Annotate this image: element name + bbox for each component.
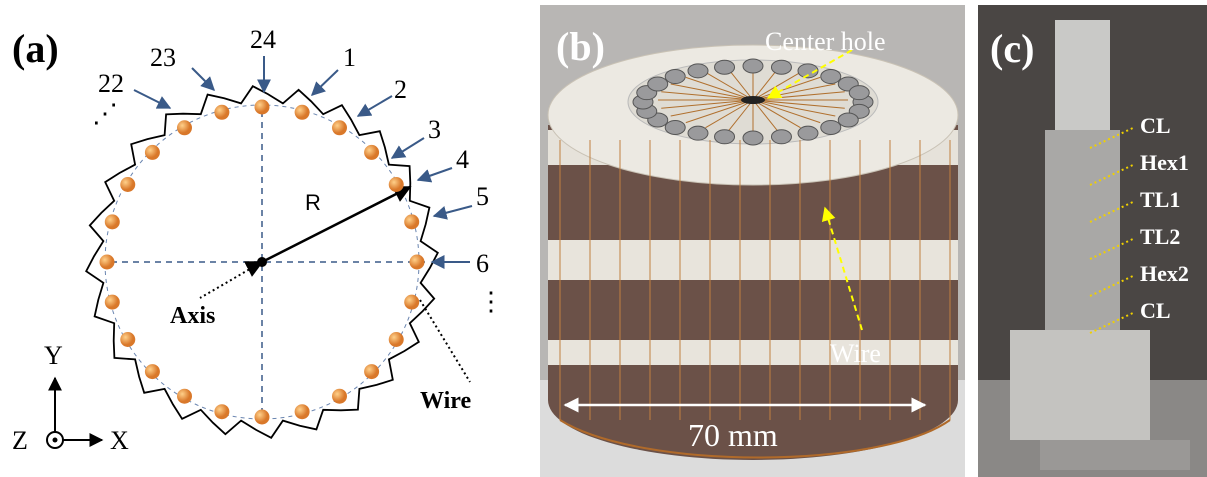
screw: [838, 113, 858, 127]
axis-name: Y: [44, 341, 63, 370]
wire-dot: [177, 389, 192, 404]
panel-c: (c) CL Hex1 TL1 TL2 Hex2 CL: [978, 5, 1207, 477]
screw: [665, 70, 685, 84]
axis-pointer: [200, 262, 262, 298]
wire-number: 2: [394, 75, 407, 104]
number-arrow: [392, 138, 424, 158]
wire-dot: [145, 364, 160, 379]
number-arrow: [312, 70, 338, 95]
screw: [821, 120, 841, 134]
wire-dot: [332, 120, 347, 135]
screw: [743, 131, 763, 145]
panel-label: (b): [556, 24, 605, 69]
wire-number: 24: [250, 25, 276, 54]
dimension-label: 70 mm: [688, 417, 778, 453]
screw: [715, 60, 735, 74]
component-label: TL2: [1140, 224, 1180, 249]
screw: [688, 64, 708, 78]
figure: (a) R Axis Wire ⋰ ⋮ Y Z X 241234562322 (…: [0, 0, 1207, 477]
ellipsis: ⋰: [92, 99, 118, 128]
screw: [849, 86, 869, 100]
wire-dot: [389, 332, 404, 347]
number-arrow: [358, 96, 392, 116]
wire-dot: [255, 100, 270, 115]
radius-arrow: [262, 187, 410, 262]
wire-number: 6: [476, 249, 489, 278]
center-hole-label: Center hole: [765, 27, 886, 56]
number-arrow: [134, 90, 170, 108]
axis-label: Axis: [170, 303, 215, 329]
component-label: Hex1: [1140, 150, 1189, 175]
wire-dot: [214, 404, 229, 419]
screw: [648, 77, 668, 91]
wire-dot: [389, 177, 404, 192]
wire-label: Wire: [830, 339, 881, 368]
wire-dot: [364, 145, 379, 160]
number-arrow: [192, 68, 214, 90]
axis-name: Z: [12, 426, 28, 455]
wire-dot: [332, 389, 347, 404]
wire-dot: [120, 177, 135, 192]
wire-dot: [364, 364, 379, 379]
wire-number: 1: [343, 43, 356, 72]
wire-number: 23: [150, 43, 176, 72]
wire-number: 3: [428, 115, 441, 144]
wire-dot: [100, 255, 115, 270]
wire-pointer: [420, 300, 470, 382]
component-label: CL: [1140, 113, 1171, 138]
ellipsis: ⋮: [478, 287, 504, 316]
number-arrow: [434, 206, 472, 216]
number-arrow: [418, 168, 452, 180]
screw: [665, 120, 685, 134]
wire-dot: [214, 105, 229, 120]
radius-label: R: [305, 190, 321, 215]
component-label: TL1: [1140, 187, 1180, 212]
screw: [798, 126, 818, 140]
z-axis-dot: [53, 438, 58, 443]
white-band: [548, 340, 958, 365]
wire-dot: [404, 214, 419, 229]
screw: [771, 60, 791, 74]
center-hole: [741, 96, 765, 104]
wire-number: 22: [98, 69, 124, 98]
wire-dot: [105, 214, 120, 229]
axis-name: X: [110, 426, 129, 455]
wire-dot: [105, 295, 120, 310]
panel-label: (c): [990, 26, 1034, 71]
wire-dot: [295, 404, 310, 419]
wire-dot: [410, 255, 425, 270]
wire-dot: [120, 332, 135, 347]
component-label: Hex2: [1140, 261, 1189, 286]
wire-dot: [145, 145, 160, 160]
wire-dot: [295, 105, 310, 120]
panel-b: (b) Center hole Wire 70 mm: [540, 5, 965, 477]
screw: [715, 130, 735, 144]
wire-dot: [255, 410, 270, 425]
base: [1040, 440, 1190, 470]
white-band: [548, 240, 958, 280]
stage: [1010, 330, 1150, 440]
component-label: CL: [1140, 298, 1171, 323]
screw: [743, 59, 763, 73]
column-top: [1055, 20, 1110, 130]
wire-number: 4: [456, 145, 469, 174]
screw: [688, 126, 708, 140]
wire-dot: [177, 120, 192, 135]
screw: [771, 130, 791, 144]
panel-label: (a): [12, 26, 59, 71]
wire-label: Wire: [420, 388, 471, 414]
wire-number: 5: [476, 182, 489, 211]
column: [1045, 130, 1120, 330]
screw: [821, 70, 841, 84]
wire-dot: [404, 295, 419, 310]
